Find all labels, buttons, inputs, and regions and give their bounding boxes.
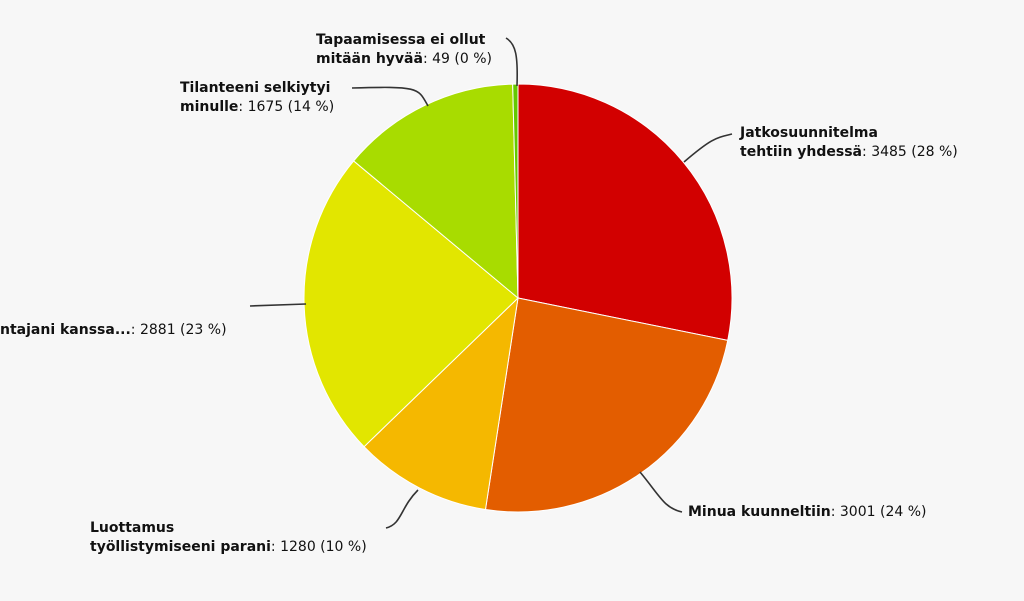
slice-label-3: ntajani kanssa...: 2881 (23 %) — [0, 322, 227, 338]
slice-percent-5: (0 %) — [450, 51, 492, 67]
slice-percent-3: (23 %) — [176, 322, 227, 338]
pie-slice-5[interactable] — [512, 83, 519, 299]
leader-line-1 — [639, 471, 683, 513]
slice-percent-1: (24 %) — [876, 504, 927, 520]
slice-value-4: 1675 — [248, 99, 284, 115]
leader-line-5 — [505, 37, 519, 87]
slice-label-2: Luottamus työllistymiseeni parani: 1280 (… — [90, 520, 367, 555]
slice-label-0: Jatkosuunnitelma tehtiin yhdessä: 3485 (2… — [739, 125, 958, 160]
slice-percent-0: (28 %) — [907, 144, 958, 160]
slice-value-2: 1280 — [280, 539, 316, 555]
leader-line-3 — [249, 303, 307, 307]
slice-label-4: Tilanteeni selkiytyi minulle: 1675 (14 %) — [180, 80, 334, 115]
leader-line-0 — [683, 133, 733, 163]
slice-value-3: 2881 — [140, 322, 176, 338]
leader-line-4 — [351, 86, 429, 107]
pie-slice-0[interactable] — [517, 83, 733, 341]
slice-percent-4: (14 %) — [283, 99, 334, 115]
slice-value-1: 3001 — [840, 504, 876, 520]
slice-label-1: Minua kuunneltiin: 3001 (24 %) — [688, 504, 926, 520]
slice-value-5: 49 — [432, 51, 450, 67]
leader-line-2 — [385, 489, 419, 529]
pie-slice-4[interactable] — [352, 83, 519, 300]
slice-value-0: 3485 — [871, 144, 907, 160]
pie-slice-3[interactable] — [303, 160, 519, 448]
slice-label-5: Tapaamisessa ei ollut mitään hyvää: 49 (0… — [316, 32, 492, 67]
pie-slice-2[interactable] — [363, 296, 519, 511]
slice-percent-2: (10 %) — [316, 539, 367, 555]
